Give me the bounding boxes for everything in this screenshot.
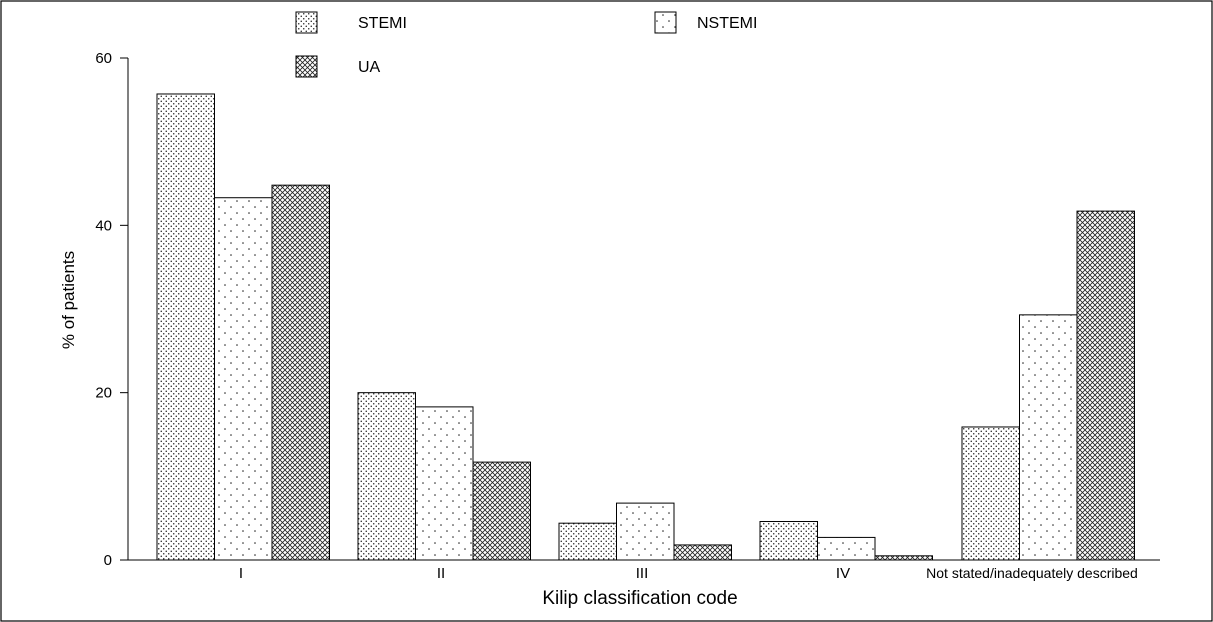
bar-stemi-2	[357, 392, 416, 561]
y-axis-label: % of patients	[59, 251, 78, 349]
x-tick-label: I	[239, 565, 243, 582]
legend-label-nstemi: NSTEMI	[697, 15, 757, 32]
bar-nstemi-1	[214, 197, 273, 561]
legend-label-stemi: STEMI	[358, 15, 407, 32]
bar-stemi-4	[759, 521, 818, 561]
bar-nstemi-2	[415, 406, 474, 561]
y-tick-label: 0	[104, 552, 112, 569]
bar-stemi-5	[961, 426, 1020, 561]
legend: STEMI UA NSTEMI	[295, 11, 757, 78]
bar-stemi-3	[558, 522, 617, 561]
bar-ua-4	[874, 555, 933, 561]
bar-ua-1	[271, 184, 330, 561]
y-tick-label: 60	[95, 50, 112, 67]
y-ticks: 0 20 40 60	[95, 50, 128, 569]
x-tick-label: Not stated/inadequately described	[926, 565, 1138, 581]
x-tick-label: IV	[836, 565, 850, 582]
bar-stemi-1	[156, 93, 215, 561]
legend-label-ua: UA	[358, 59, 381, 76]
y-tick-label: 40	[95, 217, 112, 234]
bar-ua-3	[673, 544, 732, 561]
x-tick-label: II	[437, 565, 445, 582]
bar-nstemi-4	[817, 536, 876, 561]
bar-ua-2	[472, 461, 531, 561]
x-axis-label: Kilip classification code	[542, 588, 737, 609]
bar-nstemi-5	[1019, 314, 1078, 561]
x-tick-labels: I II III IV Not stated/inadequately describe…	[239, 565, 1138, 582]
bars	[156, 93, 1135, 561]
bar-ua-5	[1076, 210, 1135, 561]
bar-nstemi-3	[616, 502, 675, 561]
legend-swatch-stemi	[295, 11, 318, 34]
y-tick-label: 20	[95, 385, 112, 402]
x-tick-label: III	[636, 565, 649, 582]
legend-swatch-nstemi	[654, 11, 677, 34]
legend-swatch-ua	[295, 55, 318, 78]
